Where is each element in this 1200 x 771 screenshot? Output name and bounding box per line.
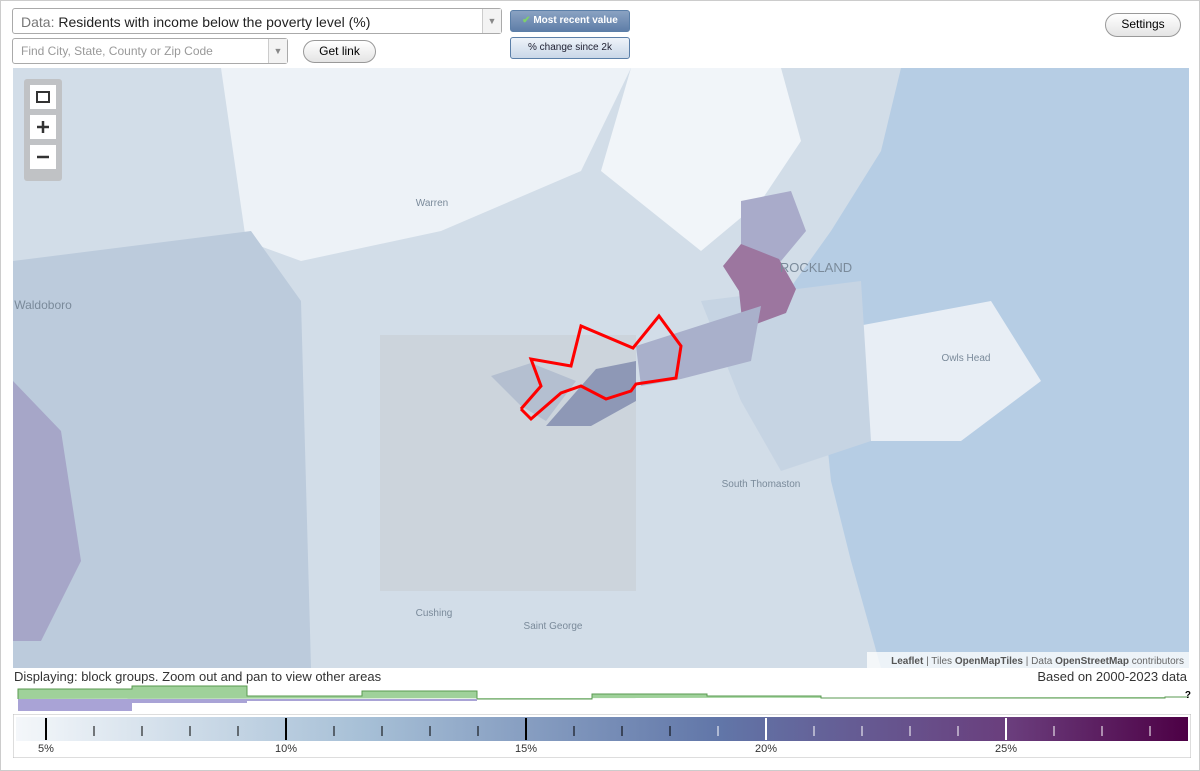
block-group xyxy=(491,363,576,421)
attr-text: contributors xyxy=(1132,656,1184,667)
region-dark xyxy=(13,381,81,641)
data-value: Residents with income below the poverty … xyxy=(58,14,371,30)
histogram-green xyxy=(17,685,1189,700)
block-group xyxy=(546,361,636,426)
mode-change-button[interactable]: % change since 2k xyxy=(510,37,630,59)
map-label: Saint George xyxy=(524,621,583,632)
map-label: ROCKLAND xyxy=(780,260,852,275)
search-box[interactable]: Find City, State, County or Zip Code ▼ xyxy=(12,38,288,64)
map[interactable]: Warren Waldoboro ROCKLAND Owls Head Sout… xyxy=(13,68,1189,668)
legend-label: 5% xyxy=(38,743,54,755)
legend-gradient xyxy=(16,717,1188,741)
zoom-in-icon xyxy=(37,121,49,133)
map-label: Waldoboro xyxy=(14,298,72,312)
dropdown-arrow: ▼ xyxy=(268,39,287,63)
mode-recent-label: Most recent value xyxy=(533,15,618,26)
region-owls-head xyxy=(831,301,1041,441)
attr-text: | Data xyxy=(1026,656,1053,667)
based-on-note: Based on 2000-2023 data xyxy=(1037,669,1187,684)
block-group xyxy=(741,191,806,261)
fullscreen-icon xyxy=(36,91,50,103)
histogram-purple xyxy=(18,703,132,711)
attribution-box xyxy=(867,652,1189,668)
block-group-high xyxy=(723,244,796,329)
attr-text: | Tiles xyxy=(926,656,952,667)
help-link[interactable]: ? xyxy=(1185,690,1191,701)
region-mid xyxy=(13,231,311,668)
legend-label: 20% xyxy=(755,743,777,755)
attr-link[interactable]: OpenStreetMap xyxy=(1055,656,1129,667)
legend: 5% 10% 15% 20% 25% xyxy=(13,714,1191,758)
histogram: ? xyxy=(17,685,1191,711)
dropdown-arrow: ▼ xyxy=(482,9,501,33)
attribution: Leaflet | Tiles OpenMapTiles | Data Open… xyxy=(891,656,1184,667)
histogram-purple xyxy=(247,699,477,701)
legend-label: 25% xyxy=(995,743,1017,755)
histogram-purple xyxy=(18,699,247,703)
block-group xyxy=(636,306,761,386)
displaying-note: Displaying: block groups. Zoom out and p… xyxy=(14,669,382,684)
attr-link[interactable]: Leaflet xyxy=(891,656,924,667)
map-label: Owls Head xyxy=(942,353,991,364)
fullscreen-button[interactable] xyxy=(30,85,56,109)
map-label: South Thomaston xyxy=(722,479,801,490)
map-label: Cushing xyxy=(416,608,453,619)
search-placeholder: Find City, State, County or Zip Code xyxy=(21,44,213,58)
get-link-button[interactable]: Get link xyxy=(303,40,376,63)
settings-button[interactable]: Settings xyxy=(1105,13,1181,37)
attr-link[interactable]: OpenMapTiles xyxy=(955,656,1024,667)
mode-recent-button[interactable]: ✔ Most recent value xyxy=(510,10,630,32)
map-label: Warren xyxy=(416,198,448,209)
legend-label: 15% xyxy=(515,743,537,755)
data-select[interactable]: Data: Residents with income below the po… xyxy=(12,8,502,34)
region-light xyxy=(221,68,631,261)
legend-label: 10% xyxy=(275,743,297,755)
data-prefix: Data: xyxy=(21,14,55,30)
selected-outline xyxy=(519,313,683,422)
